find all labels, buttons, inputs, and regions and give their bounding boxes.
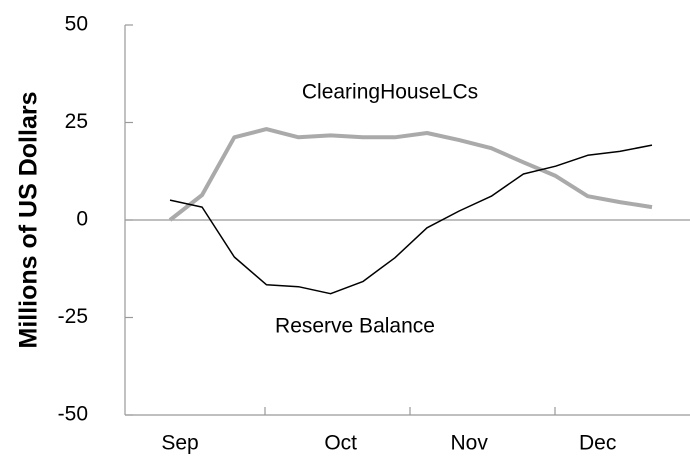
- y-tick-label: -50: [58, 403, 88, 426]
- y-axis-label: Millions of US Dollars: [15, 92, 43, 349]
- x-tick-label: Dec: [579, 432, 616, 455]
- x-tick-label: Sep: [161, 432, 198, 455]
- y-tick-label: 25: [65, 110, 88, 133]
- y-tick-label: 50: [65, 13, 88, 36]
- series-line: [169, 144, 653, 295]
- series-label: Reserve Balance: [275, 315, 435, 338]
- y-tick-label: -25: [58, 305, 88, 328]
- y-tick-label: 0: [76, 208, 88, 231]
- series-label: ClearingHouseLCs: [302, 81, 478, 104]
- x-tick-label: Oct: [324, 432, 357, 455]
- x-tick-label: Nov: [450, 432, 488, 455]
- series-line: [168, 127, 653, 222]
